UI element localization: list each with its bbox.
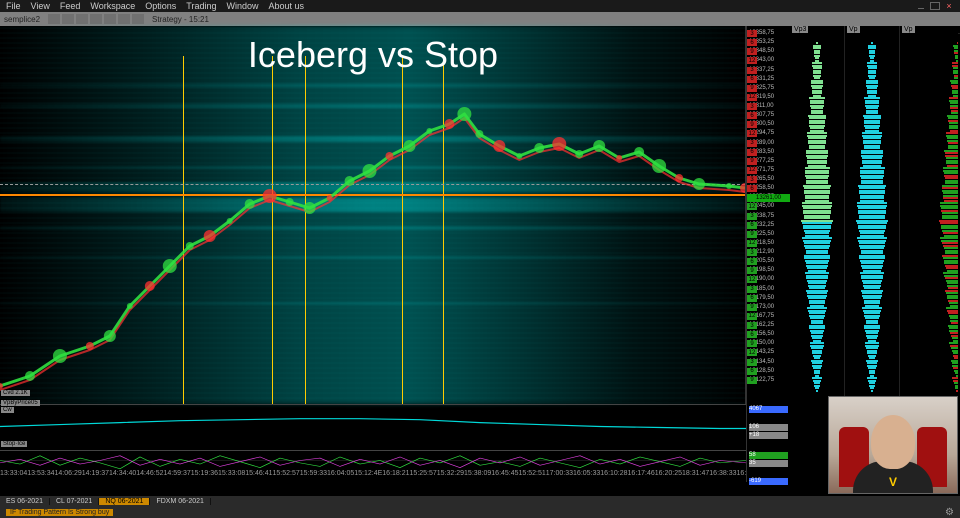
time-tick: 16:45:15: [737, 470, 746, 482]
time-tick: 15:33:08: [218, 470, 245, 482]
workspace-tab[interactable]: FDXM 06-2021: [150, 498, 210, 505]
workspace-tab[interactable]: CL 07-2021: [50, 498, 99, 505]
time-tick: 14:59:37: [164, 470, 191, 482]
time-tick: 15:46:41: [245, 470, 272, 482]
volume-profile-3[interactable]: Vp: [900, 26, 958, 396]
volume-profile-1[interactable]: Vp3: [790, 26, 845, 396]
menu-bar: File View Feed Workspace Options Trading Windo…: [0, 0, 960, 12]
status-bar: IF Trading Pattern Is Strong buy ⚙: [0, 506, 960, 518]
menu-item[interactable]: View: [31, 1, 50, 11]
oscillator-panel[interactable]: [0, 450, 746, 470]
indicator-label-stopice[interactable]: Stop·Ice: [1, 441, 27, 447]
indicator-label-cvd[interactable]: Cvd 2.1K: [1, 390, 30, 396]
chart-title-overlay: Iceberg vs Stop: [248, 34, 498, 76]
indicator-label-cw[interactable]: Cw: [1, 407, 14, 413]
workspace-name: semplice2: [4, 15, 40, 24]
time-tick: 15:59:33: [300, 470, 327, 482]
menu-item[interactable]: About us: [268, 1, 304, 11]
volume-profile-2[interactable]: Vp: [845, 26, 900, 396]
current-price-marker: 13261,00: [747, 194, 790, 202]
profile-tab-2[interactable]: Vp: [847, 26, 860, 33]
time-tick: 14:19:37: [82, 470, 109, 482]
time-tick: 16:05:33: [573, 470, 600, 482]
time-tick: 14:06:29: [55, 470, 82, 482]
menu-item[interactable]: Window: [226, 1, 258, 11]
minimize-icon[interactable]: [916, 2, 926, 10]
cursor-icon[interactable]: [48, 14, 60, 24]
time-tick: 16:18:21: [382, 470, 409, 482]
time-tick: 15:19:36: [191, 470, 218, 482]
menu-item[interactable]: Workspace: [90, 1, 135, 11]
time-tick: 14:34:40: [109, 470, 136, 482]
zoom-icon[interactable]: [90, 14, 102, 24]
time-tick: 15:38:09: [464, 470, 491, 482]
axis-value: 106: [749, 424, 788, 431]
time-tick: 16:17:46: [628, 470, 655, 482]
price-axis[interactable]: 13358,75313353,25613348,50913343,0012133…: [746, 26, 790, 482]
maximize-icon[interactable]: [930, 2, 940, 10]
axis-value: 4067: [749, 406, 788, 413]
time-axis: 13:33:0413:53:3414:06:2914:19:3714:34:40…: [0, 470, 746, 482]
axis-value: -619: [749, 478, 788, 485]
toolbar: semplice2 Strategy - 15:21: [0, 12, 960, 26]
time-tick: 17:00:33: [546, 470, 573, 482]
webcam-overlay: V: [828, 396, 958, 494]
profile-tab-1[interactable]: Vp3: [792, 26, 808, 33]
time-tick: 15:52:57: [273, 470, 300, 482]
indicator-label-vp[interactable]: VpByPrice05: [1, 400, 40, 406]
time-tick: 15:32:29: [437, 470, 464, 482]
workspace-tab[interactable]: NQ 06-2021: [99, 498, 150, 505]
crosshair-icon[interactable]: [76, 14, 88, 24]
settings-icon[interactable]: [118, 14, 130, 24]
menu-item[interactable]: Options: [145, 1, 176, 11]
hand-icon[interactable]: [62, 14, 74, 24]
strategy-label: Strategy - 15:21: [152, 15, 209, 24]
time-tick: 16:45:45: [491, 470, 518, 482]
axis-value: 58: [749, 452, 788, 459]
time-tick: 13:33:04: [0, 470, 27, 482]
menu-item[interactable]: Feed: [60, 1, 81, 11]
time-tick: 15:52:51: [519, 470, 546, 482]
close-icon[interactable]: ×: [944, 2, 954, 10]
workspace-tab[interactable]: ES 06-2021: [0, 498, 50, 505]
time-tick: 16:04:05: [327, 470, 354, 482]
axis-value: +18: [749, 432, 788, 439]
gear-icon[interactable]: [132, 14, 144, 24]
draw-icon[interactable]: [104, 14, 116, 24]
time-tick: 16:38:33: [709, 470, 736, 482]
main-chart[interactable]: Iceberg vs Stop Cvd 2.1K VpByPrice05 Cw …: [0, 26, 746, 482]
time-tick: 15:25:57: [410, 470, 437, 482]
profile-tab-3[interactable]: Vp: [902, 26, 915, 33]
time-tick: 16:10:28: [600, 470, 627, 482]
status-text: IF Trading Pattern Is Strong buy: [6, 509, 113, 516]
cvd-panel[interactable]: Cw Stop·Ice: [0, 404, 746, 450]
time-tick: 15:12:4E: [354, 470, 382, 482]
time-tick: 14:46:52: [136, 470, 163, 482]
price-chart-panel[interactable]: Cvd 2.1K VpByPrice05: [0, 26, 746, 404]
workspace-tabs: ES 06-2021CL 07-2021NQ 06-2021FDXM 06-20…: [0, 496, 960, 506]
time-tick: 16:20:25: [655, 470, 682, 482]
time-tick: 13:53:34: [27, 470, 54, 482]
menu-item[interactable]: File: [6, 1, 21, 11]
time-tick: 18:31:47: [682, 470, 709, 482]
axis-value: 35: [749, 460, 788, 467]
menu-item[interactable]: Trading: [186, 1, 216, 11]
settings-gear-icon[interactable]: ⚙: [945, 507, 954, 518]
